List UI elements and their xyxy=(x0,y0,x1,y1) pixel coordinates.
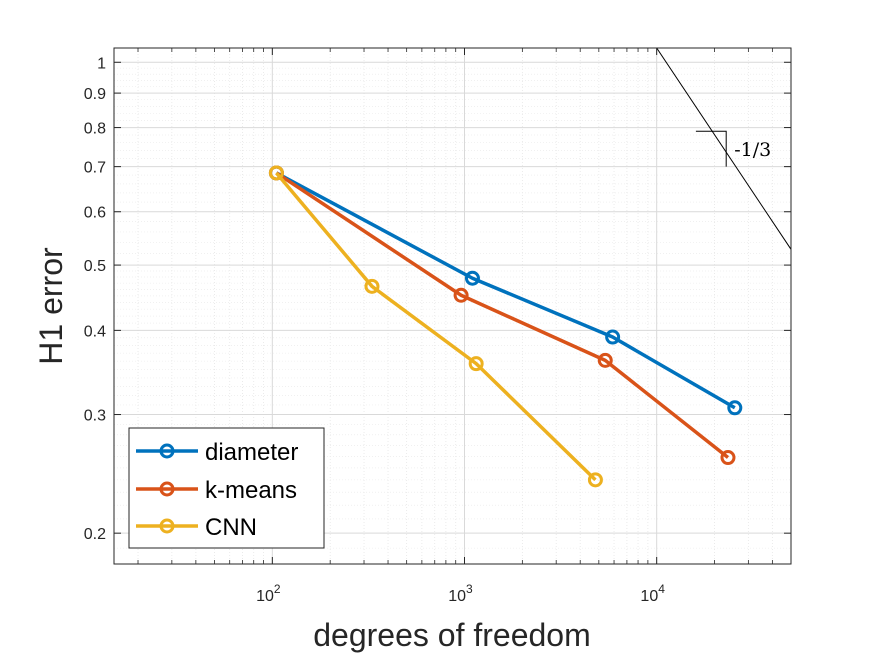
data-point-k-means xyxy=(720,450,736,466)
y-tick-labels: 0.2 0.3 0.4 0.5 0.6 0.7 0.8 0.9 1 xyxy=(84,55,106,543)
y-tick-label: 0.9 xyxy=(84,86,106,103)
data-point-diameter xyxy=(605,329,621,345)
x-tick-label-exponent: 2 xyxy=(274,582,281,596)
data-point-k-means xyxy=(453,287,469,303)
reference-slope xyxy=(656,48,791,250)
legend: diameter k-means CNN xyxy=(128,427,325,549)
x-tick-label-exponent: 4 xyxy=(658,582,665,596)
x-tick-label: 103 xyxy=(448,582,473,605)
plot-frame xyxy=(113,47,792,565)
x-tick-label-base: 10 xyxy=(640,588,658,605)
series-line-cnn xyxy=(275,171,597,482)
legend-item-k-means: k-means xyxy=(136,477,297,504)
y-tick-label: 0.8 xyxy=(84,121,106,138)
legend-item-diameter: diameter xyxy=(136,439,298,466)
y-tick-label: 1 xyxy=(97,55,106,72)
legend-label-k-means: k-means xyxy=(205,477,297,504)
data-point-diameter xyxy=(464,270,480,286)
legend-label-diameter: diameter xyxy=(205,439,298,466)
x-tick-label-base: 10 xyxy=(256,588,274,605)
y-tick-label: 0.5 xyxy=(84,258,106,275)
legend-marker-k-means xyxy=(159,481,175,497)
grid-minor xyxy=(114,48,792,565)
y-tick-label: 0.7 xyxy=(84,160,106,177)
data-point-cnn xyxy=(364,278,380,294)
y-tick-label: 0.4 xyxy=(84,323,106,340)
slope-label: -1/3 xyxy=(734,139,771,161)
legend-label-cnn: CNN xyxy=(205,514,257,541)
slope-reference-line xyxy=(656,48,791,250)
y-axis-label: H1 error xyxy=(33,247,69,365)
y-tick-label: 0.6 xyxy=(84,205,106,222)
x-tick-label: 104 xyxy=(640,582,665,605)
x-tick-labels: 102 103 104 xyxy=(256,582,665,605)
data-point-cnn xyxy=(587,472,603,488)
y-tick-label: 0.2 xyxy=(84,526,106,543)
data-point-cnn xyxy=(468,356,484,372)
x-tick-label-exponent: 3 xyxy=(466,582,473,596)
legend-marker-diameter xyxy=(159,443,175,459)
legend-item-cnn: CNN xyxy=(136,514,257,541)
x-axis-label: degrees of freedom xyxy=(313,617,591,653)
x-tick-label-base: 10 xyxy=(448,588,466,605)
series-layer xyxy=(268,165,743,488)
y-tick-label: 0.3 xyxy=(84,408,106,425)
series-line-diameter xyxy=(275,171,736,410)
data-point-k-means xyxy=(597,352,613,368)
ticks xyxy=(114,48,792,564)
data-point-diameter xyxy=(727,400,743,416)
legend-marker-cnn xyxy=(159,518,175,534)
series-line-k-means xyxy=(275,171,730,459)
data-point-cnn xyxy=(268,165,284,181)
x-tick-label: 102 xyxy=(256,582,281,605)
slope-triangle xyxy=(695,130,727,167)
